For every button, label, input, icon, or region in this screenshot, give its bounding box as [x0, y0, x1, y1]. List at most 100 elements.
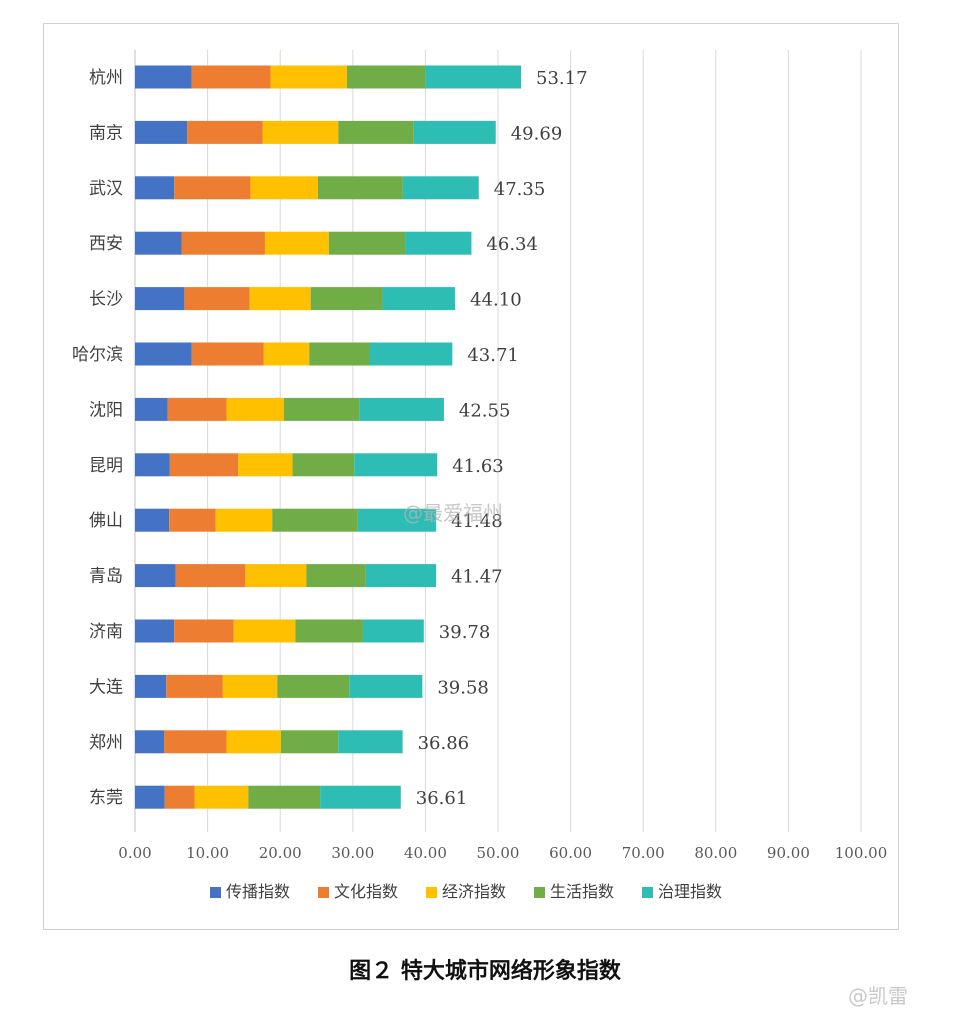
bar-segment	[174, 619, 234, 643]
total-data-label: 49.69	[511, 123, 563, 144]
bar-segment	[277, 674, 350, 698]
bar-segment	[174, 176, 251, 200]
category-label: 大连	[89, 677, 123, 697]
bar-segment	[175, 564, 246, 588]
bar-segment	[346, 65, 426, 89]
bar-segment	[135, 176, 175, 200]
bar-segment	[402, 176, 479, 200]
bar-segment	[238, 453, 293, 477]
bar-segment	[191, 65, 271, 89]
category-label: 东莞	[89, 788, 123, 808]
category-label: 武汉	[89, 179, 123, 199]
total-data-label: 41.48	[451, 511, 503, 532]
bar-segment	[369, 342, 453, 366]
x-tick-label: 0.00	[118, 844, 151, 862]
bar-segment	[135, 564, 176, 588]
bar-segment	[248, 785, 321, 809]
category-label: 昆明	[89, 456, 123, 476]
bar-segment	[283, 397, 360, 421]
bar-segment	[306, 564, 366, 588]
x-tick-label: 20.00	[259, 844, 302, 862]
category-label: 杭州	[89, 68, 123, 88]
total-data-label: 46.34	[486, 234, 538, 255]
x-tick-label: 10.00	[186, 844, 229, 862]
bar-segment	[135, 674, 167, 698]
bar-segment	[295, 619, 363, 643]
legend-swatch	[426, 887, 437, 898]
bar-segment	[425, 65, 522, 89]
category-label: 长沙	[89, 290, 123, 310]
bar-segment	[135, 619, 175, 643]
chart-frame: 0.00 10.00 20.00 30.00 40.00 50.00 60.00 70.00 8…	[43, 23, 899, 930]
x-tick-label: 100.00	[835, 844, 888, 862]
bar-segment	[135, 397, 168, 421]
legend-label: 生活指数	[550, 882, 614, 901]
total-data-label: 36.86	[418, 733, 470, 754]
bar-segment	[191, 342, 264, 366]
bar-segment	[167, 397, 227, 421]
total-data-label: 43.71	[467, 345, 519, 366]
x-tick-label: 90.00	[767, 844, 810, 862]
bar-segment	[135, 453, 170, 477]
bar-segment	[194, 785, 249, 809]
bar-segment	[405, 231, 472, 255]
x-tick-label: 30.00	[331, 844, 374, 862]
category-label: 济南	[89, 622, 123, 642]
bar-segment	[222, 674, 278, 698]
bar-segment	[310, 287, 383, 311]
total-data-label: 47.35	[494, 179, 546, 200]
bar-segment	[187, 120, 263, 144]
total-data-label: 53.17	[536, 68, 588, 89]
bar-segment	[338, 730, 403, 754]
bar-segment	[166, 674, 223, 698]
total-data-label: 44.10	[470, 290, 522, 311]
total-data-label: 39.58	[437, 677, 489, 698]
bar-segment	[413, 120, 496, 144]
bar-segment	[280, 730, 339, 754]
bar-segment	[215, 508, 273, 532]
bar-segment	[270, 65, 347, 89]
bar-segment	[233, 619, 296, 643]
legend: 传播指数 文化指数 经济指数 生活指数 治理指数	[210, 882, 722, 901]
x-tick-label: 50.00	[477, 844, 520, 862]
category-label: 西安	[89, 234, 123, 254]
bar-segment	[169, 453, 239, 477]
bar-segment	[181, 231, 265, 255]
total-data-label: 42.55	[459, 400, 511, 421]
total-data-label: 36.61	[416, 788, 468, 809]
total-data-label: 41.63	[452, 456, 504, 477]
bar-segment	[226, 397, 284, 421]
bar-segment	[263, 342, 310, 366]
bar-segment	[292, 453, 355, 477]
bar-segment	[135, 508, 170, 532]
bar-segment	[365, 564, 437, 588]
stacked-bar-chart: 0.00 10.00 20.00 30.00 40.00 50.00 60.00 70.00 8…	[72, 50, 888, 901]
bars	[135, 65, 522, 809]
category-label: 佛山	[89, 511, 123, 531]
bar-segment	[135, 120, 188, 144]
weibo-watermark-corner: @凯雷	[848, 984, 908, 1008]
legend-swatch	[210, 887, 221, 898]
bar-segment	[338, 120, 414, 144]
legend-label: 传播指数	[226, 882, 290, 901]
bar-segment	[250, 176, 318, 200]
bar-segment	[249, 287, 311, 311]
x-tick-label: 80.00	[694, 844, 737, 862]
x-tick-label: 60.00	[549, 844, 592, 862]
bar-segment	[354, 453, 438, 477]
bar-segment	[317, 176, 403, 200]
bar-segment	[226, 730, 281, 754]
bar-segment	[382, 287, 456, 311]
category-label: 青岛	[89, 567, 123, 587]
bar-segment	[164, 785, 195, 809]
x-tick-label: 40.00	[404, 844, 447, 862]
bar-segment	[169, 508, 216, 532]
legend-label: 经济指数	[442, 882, 506, 901]
legend-swatch	[534, 887, 545, 898]
category-label: 郑州	[89, 733, 123, 753]
bar-segment	[135, 730, 165, 754]
bar-segment	[349, 674, 423, 698]
bar-segment	[328, 231, 406, 255]
legend-swatch	[642, 887, 653, 898]
bar-segment	[135, 231, 182, 255]
